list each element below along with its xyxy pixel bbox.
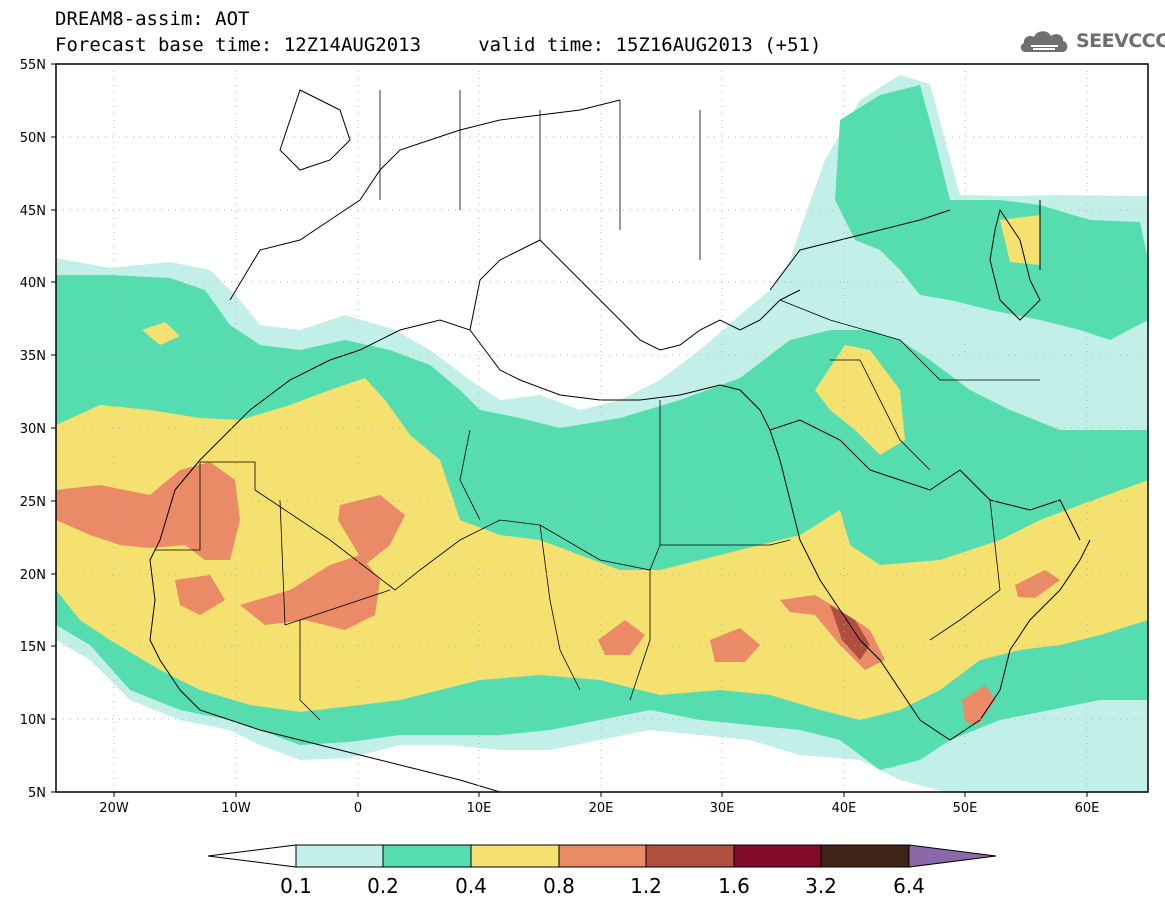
seevccc-logo: SEEVCCC [1018,26,1165,56]
colorbar-label: 0.2 [367,874,399,898]
colorbar-segment [382,844,472,868]
colorbar-under-triangle [207,844,297,868]
colorbar-segment [558,844,647,868]
tick-marks [51,63,1088,797]
colorbar-segment [645,844,735,868]
aot-band-0.8-i [962,685,995,725]
colorbar-label: 3.2 [805,874,837,898]
lon-labels: 20W 10W 0 10E 20E 30E 40E 50E 60E [99,801,1099,816]
aot-band-0.8-c [240,555,380,630]
lat-label: 15N [20,640,46,655]
aot-band-0.8-a [56,462,240,560]
aot-band-0.8-d [338,495,405,565]
lat-label: 55N [20,58,46,73]
lon-label: 60E [1075,801,1100,816]
colorbar-segment [470,844,560,868]
lon-label: 0 [354,801,362,816]
aot-band-0.8-h [1015,570,1060,598]
lon-label: 20W [99,801,129,816]
colorbar-label: 1.6 [718,874,750,898]
colorbar-label: 1.2 [630,874,662,898]
lon-label: 50E [953,801,978,816]
lat-label: 40N [20,276,46,291]
aot-band-0.8-b [175,575,225,615]
colorbar-segment [295,844,384,868]
country-borders [155,90,1040,721]
map-title: DREAM8-assim: AOT [55,8,250,30]
aot-band-0.2-north [835,85,1148,340]
colorbar-label: 0.8 [543,874,575,898]
colorbar: 0.1 0.2 0.4 0.8 1.2 1.6 3.2 6.4 [207,844,997,898]
lat-label: 45N [20,204,46,219]
colorbar-segment [820,844,910,868]
lon-label: 20E [589,801,614,816]
lat-label: 25N [20,495,46,510]
aot-band-0.4 [56,378,1148,720]
cloud-icon [1020,31,1068,52]
logo-text: SEEVCCC [1076,30,1165,52]
colorbar-label: 0.1 [280,874,312,898]
lon-label: 30E [710,801,735,816]
colorbar-label: 0.4 [455,874,487,898]
lat-label: 20N [20,568,46,583]
lat-label: 30N [20,422,46,437]
aot-band-0.4-west [142,322,180,345]
lat-labels: 5N 10N 15N 20N 25N 30N 35N 40N 45N 50N 5… [20,58,46,801]
lon-label: 40E [832,801,857,816]
colorbar-label: 6.4 [893,874,925,898]
lat-label: 5N [28,786,46,801]
lon-label: 10W [221,801,251,816]
lon-label: 10E [467,801,492,816]
graticule [56,64,1148,792]
forecast-time-line: Forecast base time: 12Z14AUG2013 valid t… [55,34,822,56]
colorbar-segment [733,844,822,868]
lat-label: 35N [20,349,46,364]
aot-band-1.2 [830,605,870,660]
aot-band-0.8-f [710,628,760,662]
lat-label: 10N [20,713,46,728]
lat-label: 50N [20,131,46,146]
colorbar-over-triangle [908,844,997,868]
